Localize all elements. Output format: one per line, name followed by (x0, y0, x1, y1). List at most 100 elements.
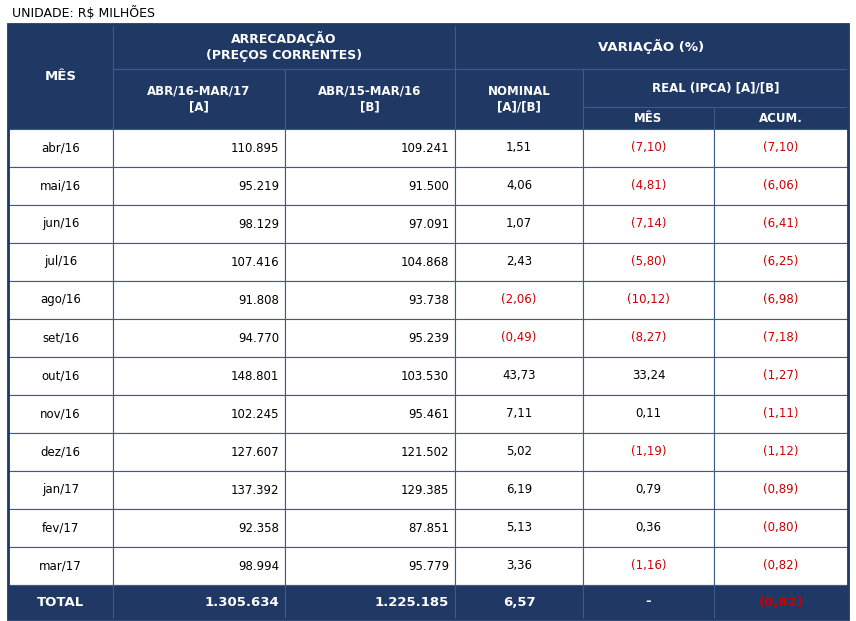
Bar (714, 167, 848, 205)
Text: 6,57: 6,57 (502, 596, 535, 609)
Bar (455, 433, 583, 471)
Bar (583, 395, 714, 433)
Bar (455, 357, 583, 395)
Text: 91.500: 91.500 (408, 179, 449, 193)
Bar (714, 205, 848, 243)
Text: 104.868: 104.868 (401, 255, 449, 268)
Text: (1,19): (1,19) (631, 445, 666, 458)
Text: 43,73: 43,73 (502, 369, 536, 383)
Bar (285, 395, 455, 433)
Bar (583, 585, 714, 619)
Text: 1.225.185: 1.225.185 (375, 596, 449, 609)
Bar (583, 319, 714, 357)
Bar (113, 319, 285, 357)
Bar (8, 433, 113, 471)
Text: ACUM.: ACUM. (759, 112, 803, 124)
Text: mai/16: mai/16 (40, 179, 81, 193)
Text: TOTAL: TOTAL (37, 596, 84, 609)
Text: (0,89): (0,89) (764, 484, 799, 497)
Text: 98.994: 98.994 (238, 560, 279, 573)
Bar (583, 69, 848, 107)
Text: 93.738: 93.738 (408, 294, 449, 307)
Bar (113, 547, 285, 585)
Text: 92.358: 92.358 (238, 522, 279, 535)
Bar (113, 24, 455, 69)
Text: (1,11): (1,11) (764, 407, 799, 420)
Text: (0,80): (0,80) (764, 522, 799, 535)
Bar (8, 395, 113, 433)
Text: NOMINAL
[A]/[B]: NOMINAL [A]/[B] (488, 84, 550, 113)
Bar (714, 243, 848, 281)
Text: 4,06: 4,06 (506, 179, 532, 193)
Text: set/16: set/16 (42, 332, 79, 345)
Text: (6,98): (6,98) (764, 294, 799, 307)
Bar (8, 509, 113, 547)
Bar (455, 129, 583, 167)
Bar (285, 167, 455, 205)
Bar (285, 281, 455, 319)
Bar (583, 243, 714, 281)
Text: (6,25): (6,25) (764, 255, 799, 268)
Text: ARRECADAÇÃO
(PREÇOS CORRENTES): ARRECADAÇÃO (PREÇOS CORRENTES) (206, 31, 362, 61)
Text: 1,51: 1,51 (506, 142, 532, 155)
Bar (285, 129, 455, 167)
Bar (583, 167, 714, 205)
Text: 95.779: 95.779 (407, 560, 449, 573)
Bar (8, 205, 113, 243)
Text: (5,80): (5,80) (631, 255, 666, 268)
Bar (285, 205, 455, 243)
Text: 6,19: 6,19 (506, 484, 532, 497)
Bar (455, 509, 583, 547)
Bar (714, 129, 848, 167)
Bar (714, 357, 848, 395)
Bar (8, 167, 113, 205)
Text: 121.502: 121.502 (401, 445, 449, 458)
Text: jan/17: jan/17 (42, 484, 79, 497)
Bar (714, 433, 848, 471)
Text: dez/16: dez/16 (40, 445, 80, 458)
Bar (285, 319, 455, 357)
Text: (8,27): (8,27) (631, 332, 666, 345)
Text: 98.129: 98.129 (238, 217, 279, 230)
Text: fev/17: fev/17 (42, 522, 80, 535)
Bar (455, 24, 848, 69)
Bar (113, 281, 285, 319)
Text: 102.245: 102.245 (230, 407, 279, 420)
Bar (714, 471, 848, 509)
Text: (4,81): (4,81) (631, 179, 666, 193)
Bar (113, 69, 285, 129)
Bar (113, 395, 285, 433)
Bar (455, 547, 583, 585)
Bar (714, 509, 848, 547)
Text: 3,36: 3,36 (506, 560, 532, 573)
Text: (6,06): (6,06) (764, 179, 799, 193)
Text: 87.851: 87.851 (408, 522, 449, 535)
Text: 103.530: 103.530 (401, 369, 449, 383)
Bar (583, 205, 714, 243)
Bar (8, 547, 113, 585)
Bar (583, 281, 714, 319)
Bar (455, 585, 583, 619)
Bar (8, 585, 113, 619)
Bar (113, 167, 285, 205)
Text: 2,43: 2,43 (506, 255, 532, 268)
Text: MÊS: MÊS (45, 70, 76, 83)
Text: (7,10): (7,10) (631, 142, 666, 155)
Text: (1,16): (1,16) (631, 560, 666, 573)
Text: (7,18): (7,18) (764, 332, 799, 345)
Bar (583, 509, 714, 547)
Text: (0,82): (0,82) (758, 596, 804, 609)
Bar (455, 243, 583, 281)
Text: jul/16: jul/16 (44, 255, 77, 268)
Text: mar/17: mar/17 (39, 560, 82, 573)
Text: 33,24: 33,24 (632, 369, 665, 383)
Text: 95.461: 95.461 (407, 407, 449, 420)
Bar (8, 281, 113, 319)
Text: (6,41): (6,41) (764, 217, 799, 230)
Bar (583, 471, 714, 509)
Text: 127.607: 127.607 (230, 445, 279, 458)
Text: 95.239: 95.239 (408, 332, 449, 345)
Bar (113, 357, 285, 395)
Bar (285, 433, 455, 471)
Bar (583, 357, 714, 395)
